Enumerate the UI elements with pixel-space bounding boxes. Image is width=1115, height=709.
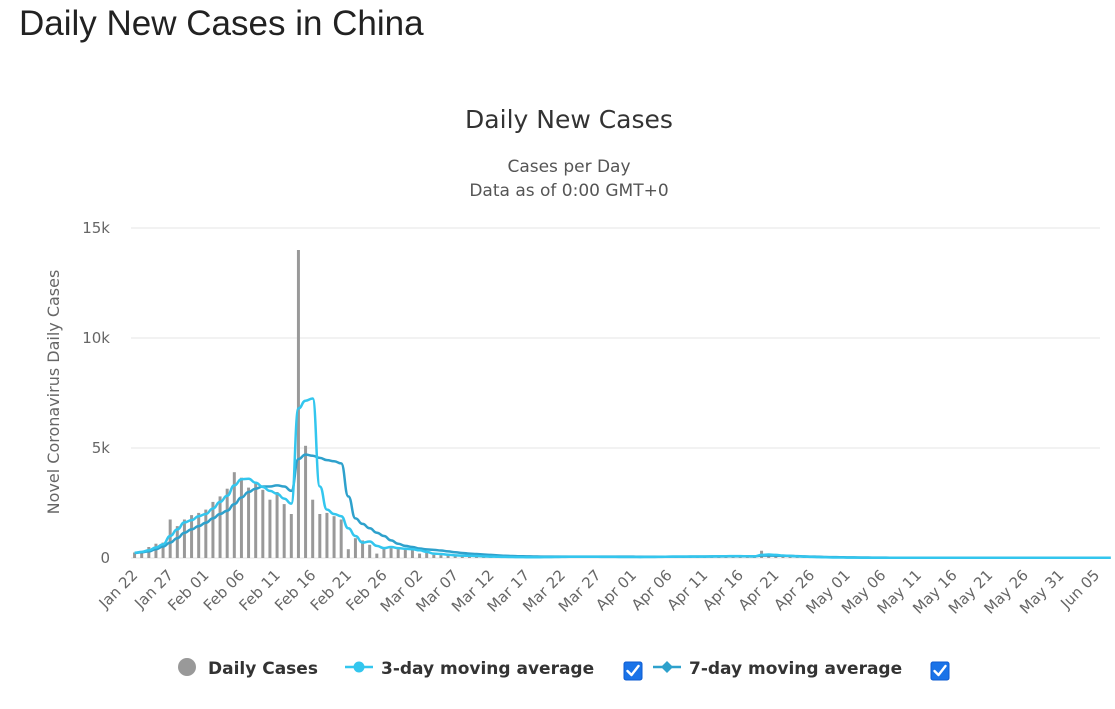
checkbox-7-day-average[interactable]: [930, 661, 950, 681]
bar-daily-cases: [133, 552, 137, 558]
x-tick-label: Jan 22: [95, 566, 142, 613]
bar-daily-cases: [211, 501, 215, 558]
legend-item-7-day-average[interactable]: 7-day moving average: [653, 659, 902, 679]
bar-daily-cases: [204, 509, 208, 558]
bar-daily-cases: [425, 552, 429, 558]
checkmark-icon: [933, 664, 947, 677]
bar-daily-cases: [225, 488, 229, 558]
bar-daily-cases: [453, 555, 457, 558]
y-tick-label: 10k: [82, 329, 110, 347]
bar-daily-cases: [396, 549, 400, 558]
legend-marker-3-day: [353, 661, 365, 673]
bar-daily-cases: [339, 519, 343, 558]
legend-label-7-day-average: 7-day moving average: [689, 659, 902, 679]
bar-daily-cases: [432, 554, 436, 558]
bar-daily-cases: [296, 250, 300, 558]
bar-daily-cases: [261, 489, 265, 558]
bar-daily-cases: [197, 512, 201, 558]
moving-average-lines: [134, 397, 1111, 560]
legend-marker-daily-cases: [178, 658, 196, 676]
legend-label-daily-cases: Daily Cases: [208, 659, 318, 679]
bar-daily-cases: [282, 504, 286, 558]
bar-daily-cases: [389, 548, 393, 558]
bar-daily-cases: [247, 487, 251, 558]
legend-item-3-day-average[interactable]: 3-day moving average: [345, 659, 594, 679]
series-line-3-day-average: [134, 397, 1111, 560]
bar-daily-cases: [239, 477, 243, 558]
checkmark-icon: [626, 664, 640, 677]
y-axis-ticks: 0 5k 10k 15k: [82, 219, 110, 567]
bar-daily-cases: [218, 496, 222, 558]
bar-daily-cases: [353, 538, 357, 558]
bar-daily-cases: [410, 548, 414, 558]
bar-daily-cases: [439, 555, 443, 558]
y-tick-label: 5k: [92, 439, 111, 457]
bar-daily-cases: [161, 542, 165, 558]
bar-daily-cases: [168, 519, 172, 558]
bar-daily-cases: [254, 483, 258, 558]
bar-daily-cases: [289, 514, 293, 558]
bar-daily-cases: [346, 549, 350, 558]
legend-label-3-day-average: 3-day moving average: [381, 659, 594, 679]
daily-cases-bars: [133, 250, 1098, 559]
y-axis-title: Novel Coronavirus Daily Cases: [44, 270, 63, 515]
chart-subtitle-line2: Data as of 0:00 GMT+0: [469, 181, 668, 201]
bar-daily-cases: [332, 516, 336, 558]
bar-daily-cases: [446, 555, 450, 558]
y-tick-label: 0: [100, 549, 110, 567]
bar-daily-cases: [190, 515, 194, 558]
bar-daily-cases: [318, 514, 322, 558]
bar-daily-cases: [304, 445, 308, 558]
bar-daily-cases: [175, 526, 179, 558]
bar-daily-cases: [375, 553, 379, 558]
bar-daily-cases: [154, 543, 158, 558]
bar-daily-cases: [382, 547, 386, 558]
chart-legend: Daily Cases 3-day moving average 7-day m…: [178, 658, 950, 681]
series-line-7-day-average: [134, 453, 1111, 560]
bar-daily-cases: [275, 492, 279, 558]
x-tick-label: Jun 05: [1056, 566, 1103, 613]
bar-daily-cases: [232, 472, 236, 558]
bar-daily-cases: [403, 549, 407, 558]
bar-daily-cases: [268, 499, 272, 558]
bar-daily-cases: [311, 499, 315, 558]
bar-daily-cases: [368, 544, 372, 558]
legend-marker-7-day: [661, 661, 673, 673]
bar-daily-cases: [182, 519, 186, 558]
y-tick-label: 15k: [82, 219, 110, 237]
bar-daily-cases: [325, 512, 329, 558]
legend-item-daily-cases[interactable]: Daily Cases: [178, 658, 318, 679]
bar-daily-cases: [418, 553, 422, 558]
bar-daily-cases: [140, 551, 144, 558]
checkbox-3-day-average[interactable]: [623, 661, 643, 681]
page-heading: Daily New Cases in China: [19, 4, 424, 43]
chart-title: Daily New Cases: [465, 105, 673, 134]
chart-subtitle-line1: Cases per Day: [507, 157, 630, 177]
bar-daily-cases: [361, 540, 365, 558]
